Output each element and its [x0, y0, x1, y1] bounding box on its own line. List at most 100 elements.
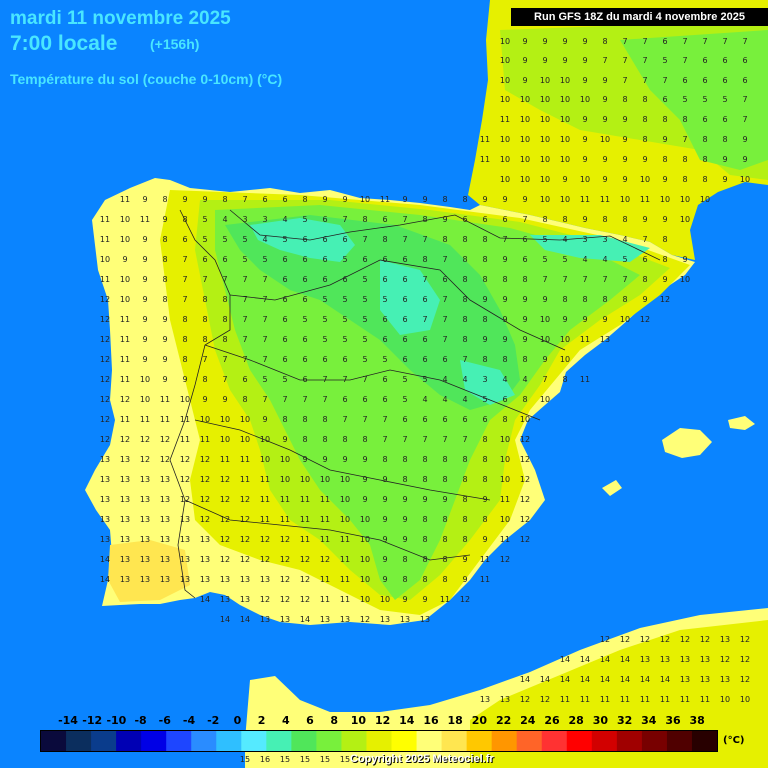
grid-value: 8	[362, 215, 367, 224]
grid-value: 13	[380, 615, 390, 624]
grid-value: 7	[422, 315, 427, 324]
grid-value: 14	[540, 675, 550, 684]
grid-value: 11	[320, 515, 330, 524]
grid-value: 16	[260, 755, 270, 764]
grid-value: 8	[282, 415, 287, 424]
grid-value: 8	[442, 455, 447, 464]
grid-value: 8	[422, 255, 427, 264]
grid-value: 10	[620, 195, 630, 204]
grid-value: 7	[442, 315, 447, 324]
grid-value: 6	[702, 76, 707, 85]
grid-value: 8	[442, 475, 447, 484]
grid-value: 7	[242, 335, 247, 344]
legend-label: 26	[544, 714, 560, 727]
grid-value: 15	[240, 755, 250, 764]
grid-value: 12	[280, 575, 290, 584]
grid-value: 13	[160, 535, 170, 544]
grid-value: 13	[600, 335, 610, 344]
grid-value: 13	[120, 555, 130, 564]
grid-value: 10	[560, 76, 570, 85]
grid-value: 10	[520, 95, 530, 104]
grid-value: 12	[120, 395, 130, 404]
grid-value: 9	[142, 335, 147, 344]
grid-value: 9	[422, 495, 427, 504]
grid-value: 9	[522, 295, 527, 304]
grid-value: 14	[240, 615, 250, 624]
grid-value: 8	[402, 575, 407, 584]
grid-value: 11	[340, 535, 350, 544]
grid-value: 5	[302, 315, 307, 324]
legend-swatch	[91, 731, 117, 751]
grid-value: 11	[580, 195, 590, 204]
grid-value: 11	[660, 695, 670, 704]
grid-value: 6	[422, 295, 427, 304]
grid-value: 12	[100, 375, 110, 384]
grid-value: 8	[442, 195, 447, 204]
grid-value: 13	[700, 675, 710, 684]
grid-value: 6	[642, 255, 647, 264]
grid-value: 14	[520, 675, 530, 684]
grid-value: 9	[142, 275, 147, 284]
grid-value: 8	[462, 335, 467, 344]
grid-value: 14	[100, 575, 110, 584]
grid-value: 13	[140, 535, 150, 544]
grid-value: 6	[282, 195, 287, 204]
grid-value: 5	[202, 235, 207, 244]
grid-value: 9	[262, 415, 267, 424]
grid-value: 7	[442, 335, 447, 344]
grid-value: 7	[322, 375, 327, 384]
grid-value: 8	[222, 335, 227, 344]
grid-value: 8	[662, 115, 667, 124]
grid-value: 5	[262, 255, 267, 264]
grid-value: 7	[642, 56, 647, 65]
grid-value: 12	[640, 635, 650, 644]
grid-value: 10	[540, 335, 550, 344]
grid-value: 8	[322, 435, 327, 444]
grid-value: 8	[462, 195, 467, 204]
grid-value: 8	[442, 515, 447, 524]
grid-value: 6	[282, 335, 287, 344]
grid-value: 10	[500, 475, 510, 484]
grid-value: 11	[380, 195, 390, 204]
grid-value: 7	[742, 115, 747, 124]
grid-value: 6	[682, 76, 687, 85]
grid-value: 14	[580, 675, 590, 684]
legend-label: 14	[399, 714, 415, 727]
legend-swatch	[441, 731, 468, 751]
grid-value: 4	[602, 255, 607, 264]
grid-value: 9	[582, 56, 587, 65]
grid-value: 10	[500, 175, 510, 184]
grid-value: 14	[660, 675, 670, 684]
grid-value: 13	[120, 515, 130, 524]
grid-value: 12	[260, 535, 270, 544]
grid-value: 11	[240, 455, 250, 464]
grid-value: 8	[342, 435, 347, 444]
grid-value: 10	[280, 475, 290, 484]
grid-value: 8	[182, 355, 187, 364]
grid-value: 6	[742, 56, 747, 65]
grid-value: 10	[680, 215, 690, 224]
grid-value: 9	[502, 195, 507, 204]
grid-value: 7	[402, 235, 407, 244]
grid-value: 8	[622, 215, 627, 224]
grid-value: 4	[282, 215, 287, 224]
grid-value: 8	[462, 235, 467, 244]
grid-value: 6	[662, 37, 667, 46]
grid-value: 11	[300, 535, 310, 544]
grid-value: 11	[320, 575, 330, 584]
grid-value: 10	[540, 195, 550, 204]
forecast-time: 7:00 locale	[10, 32, 118, 55]
grid-value: 11	[340, 595, 350, 604]
grid-value: 8	[462, 315, 467, 324]
grid-value: 6	[382, 315, 387, 324]
grid-value: 10	[240, 435, 250, 444]
grid-value: 7	[382, 415, 387, 424]
grid-value: 5	[482, 395, 487, 404]
grid-value: 8	[462, 295, 467, 304]
grid-value: 12	[520, 695, 530, 704]
grid-value: 11	[100, 235, 110, 244]
grid-value: 7	[442, 295, 447, 304]
grid-value: 7	[202, 275, 207, 284]
legend-swatch	[566, 731, 593, 751]
